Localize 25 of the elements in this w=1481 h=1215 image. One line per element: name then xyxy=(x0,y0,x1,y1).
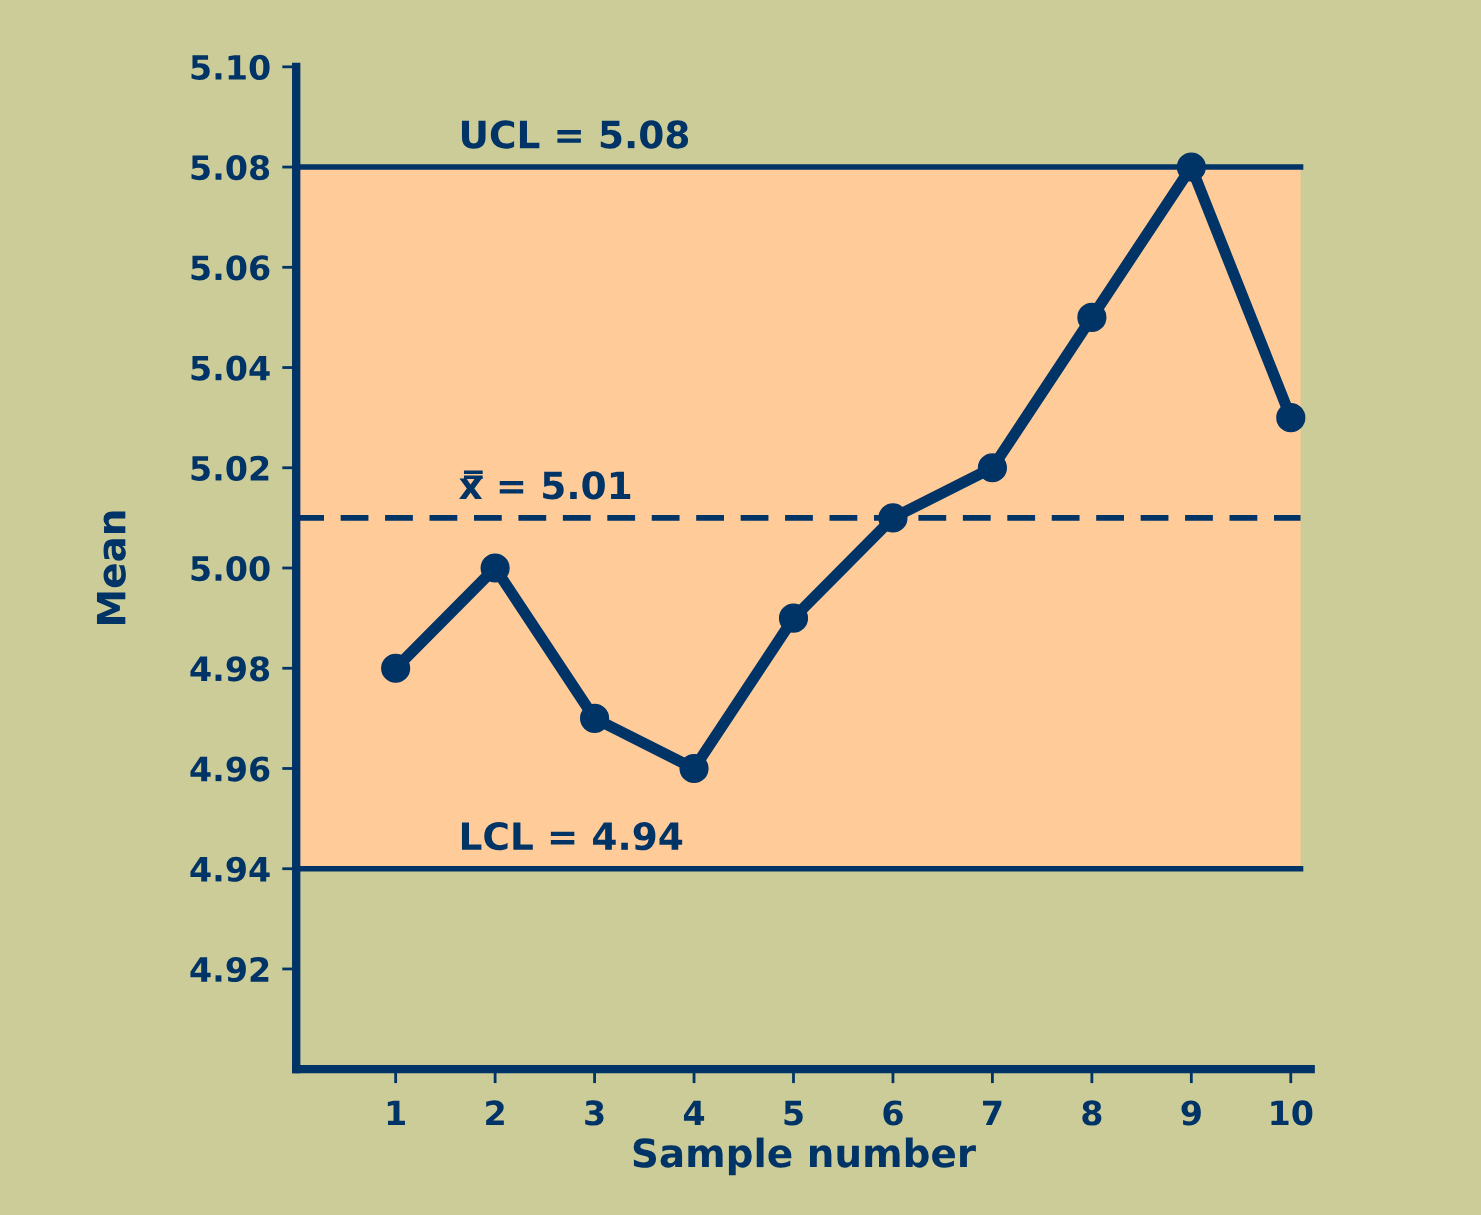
y-tick-label: 5.10 xyxy=(191,54,270,80)
y-tick-label: 5.00 xyxy=(191,555,270,582)
y-axis-title: Mean xyxy=(96,511,126,624)
x-axis-title: Sample number xyxy=(633,1137,976,1176)
y-tick-label: 4.92 xyxy=(190,956,269,983)
x-tick-label: 4 xyxy=(683,1100,705,1126)
y-tick-label: 5.06 xyxy=(191,255,270,281)
x-tick-label: 5 xyxy=(784,1100,803,1126)
ref-line-label: LCL = 4.94 xyxy=(461,821,683,851)
y-tick-label: 4.98 xyxy=(190,656,270,682)
y-tick-label: 4.94 xyxy=(190,856,270,882)
x-tick-label: 10 xyxy=(1271,1100,1313,1126)
y-tick-label: 5.04 xyxy=(191,355,270,381)
x-tick-label: 1 xyxy=(387,1100,405,1126)
y-tick-label: 5.02 xyxy=(191,455,269,481)
x-tick-label: 9 xyxy=(1181,1100,1201,1126)
x-tick-label: 3 xyxy=(585,1100,604,1126)
y-tick-label: 4.96 xyxy=(190,756,270,782)
x-tick-label: 6 xyxy=(883,1100,903,1126)
x-tick-label: 2 xyxy=(486,1100,504,1126)
ref-line-label: UCL = 5.08 xyxy=(461,120,689,149)
y-tick-label: 5.08 xyxy=(191,154,270,181)
x-tick-label: 8 xyxy=(1082,1100,1102,1126)
x-tick-label: 7 xyxy=(983,1100,1002,1126)
ref-line-label: x̿ = 5.01 xyxy=(459,470,631,500)
